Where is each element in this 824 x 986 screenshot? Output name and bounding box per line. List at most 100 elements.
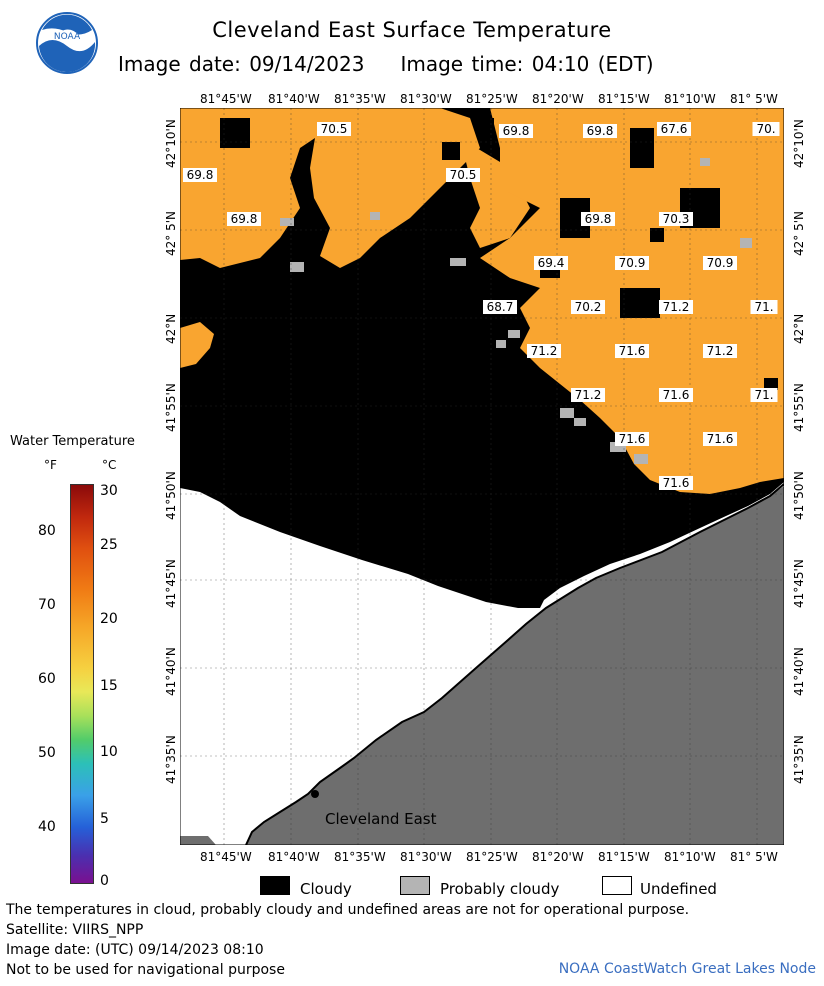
cleveland-marker [311, 790, 319, 798]
temperature-label-bg [615, 344, 649, 358]
temperature-label: 70.3 [663, 212, 690, 226]
legend-unit-c: °C [102, 458, 117, 472]
latitude-label-left: 42°N [164, 313, 178, 344]
legend-tick-f: 40 [38, 819, 56, 835]
image-datetime: Image date: 09/14/2023 Image time: 04:10 … [118, 52, 654, 76]
image-date: Image date: 09/14/2023 [118, 52, 365, 76]
temperature-label-bg [534, 256, 568, 270]
temperature-label: 71.2 [531, 344, 558, 358]
temperature-label-bg [659, 212, 693, 226]
longitude-label-bottom: 81° 5'W [730, 850, 778, 864]
legend-tick-f: 60 [38, 671, 56, 687]
footer-note: The temperatures in cloud, probably clou… [6, 902, 690, 918]
latitude-label-right: 42°10'N [792, 119, 806, 168]
temperature-label-bg [659, 476, 693, 490]
longitude-label-bottom: 81°10'W [664, 850, 716, 864]
temperature-label: 69.4 [538, 256, 565, 270]
temperature-label-bg [183, 168, 217, 182]
temperature-label-bg [659, 388, 693, 402]
temperature-label-bg [657, 122, 691, 136]
land-area [246, 486, 784, 845]
temperature-label: 71.6 [619, 344, 646, 358]
footer-satellite: Satellite: VIIRS_NPP [6, 922, 144, 938]
temperature-label: 67.6 [661, 122, 688, 136]
temperature-label: 71.6 [707, 432, 734, 446]
temperature-label-bg [659, 300, 693, 314]
probably-cloudy-swatch [400, 876, 430, 895]
land-corner [180, 836, 216, 845]
latitude-label-left: 42°10'N [164, 119, 178, 168]
map-title: Cleveland East Surface Temperature [212, 18, 612, 42]
latitude-label-left: 41°55'N [164, 383, 178, 432]
probably-cloudy-area [280, 158, 752, 464]
footer-credit: NOAA CoastWatch Great Lakes Node [558, 961, 816, 977]
longitude-label-top: 81°45'W [200, 92, 252, 106]
latitude-label-left: 42° 5'N [164, 211, 178, 256]
temperature-label: 69.8 [587, 124, 614, 138]
legend-tick-c: 5 [100, 811, 109, 827]
longitude-label-bottom: 81°35'W [334, 850, 386, 864]
temperature-label-bg [583, 124, 617, 138]
latitude-label-right: 41°55'N [792, 383, 806, 432]
latitude-label-left: 41°50'N [164, 471, 178, 520]
temperature-label: 69.8 [503, 124, 530, 138]
temperature-label: 71.6 [663, 388, 690, 402]
footer-utc-date: Image date: (UTC) 09/14/2023 08:10 [6, 942, 264, 958]
undefined-label: Undefined [640, 880, 717, 898]
legend-tick-f: 50 [38, 745, 56, 761]
temperature-label-bg [571, 300, 605, 314]
latitude-label-left: 41°40'N [164, 647, 178, 696]
temperature-label-bg [571, 388, 605, 402]
probably-cloudy-label: Probably cloudy [440, 880, 560, 898]
legend-tick-f: 70 [38, 597, 56, 613]
temperature-label: 70.2 [575, 300, 602, 314]
cloudy-swatch [260, 876, 290, 895]
temperature-label: 71.6 [619, 432, 646, 446]
cloudy-label: Cloudy [300, 880, 352, 898]
legend-tick-c: 30 [100, 483, 118, 499]
latitude-label-right: 41°40'N [792, 647, 806, 696]
longitude-label-top: 81°15'W [598, 92, 650, 106]
legend-tick-c: 20 [100, 611, 118, 627]
longitude-label-bottom: 81°30'W [400, 850, 452, 864]
temperature-label: 68.7 [487, 300, 514, 314]
temperature-label-bg [483, 300, 517, 314]
legend-unit-f: °F [44, 458, 57, 472]
legend-tick-c: 0 [100, 873, 109, 889]
latitude-label-right: 41°50'N [792, 471, 806, 520]
longitude-label-bottom: 81°25'W [466, 850, 518, 864]
longitude-label-bottom: 81°45'W [200, 850, 252, 864]
temperature-label: 70.5 [321, 122, 348, 136]
image-time: Image time: 04:10 (EDT) [400, 52, 654, 76]
longitude-label-bottom: 81°20'W [532, 850, 584, 864]
legend-title: Water Temperature [10, 434, 135, 449]
temperature-label: 69.8 [187, 168, 214, 182]
temperature-label-bg [581, 212, 615, 226]
temperature-label: 70. [756, 122, 775, 136]
legend-tick-f: 80 [38, 523, 56, 539]
temperature-label: 70.5 [450, 168, 477, 182]
longitude-label-bottom: 81°15'W [598, 850, 650, 864]
legend-tick-c: 25 [100, 537, 118, 553]
temperature-label-bg [446, 168, 480, 182]
temperature-label: 71.2 [663, 300, 690, 314]
temperature-label: 69.8 [585, 212, 612, 226]
temperature-label-bg [703, 432, 737, 446]
temperature-label-bg [752, 122, 780, 136]
latitude-label-right: 42° 5'N [792, 211, 806, 256]
temperature-label-bg [317, 122, 351, 136]
longitude-label-top: 81°35'W [334, 92, 386, 106]
temperature-label: 71. [754, 300, 773, 314]
logo-text: NOAA [54, 32, 81, 42]
latitude-label-left: 41°35'N [164, 735, 178, 784]
longitude-label-top: 81°20'W [532, 92, 584, 106]
temperature-label: 69.8 [231, 212, 258, 226]
temperature-label-bg [615, 256, 649, 270]
temperature-label: 71.6 [663, 476, 690, 490]
temperature-label: 71.2 [707, 344, 734, 358]
temperature-map: 70.5 69.8 69.8 67.6 70. 69.8 70.5 69.8 69.8 70.3 6… [180, 108, 784, 845]
temperature-label: 70.9 [619, 256, 646, 270]
latitude-label-right: 41°45'N [792, 559, 806, 608]
temperature-label-bg [750, 300, 778, 314]
latitude-label-left: 41°45'N [164, 559, 178, 608]
